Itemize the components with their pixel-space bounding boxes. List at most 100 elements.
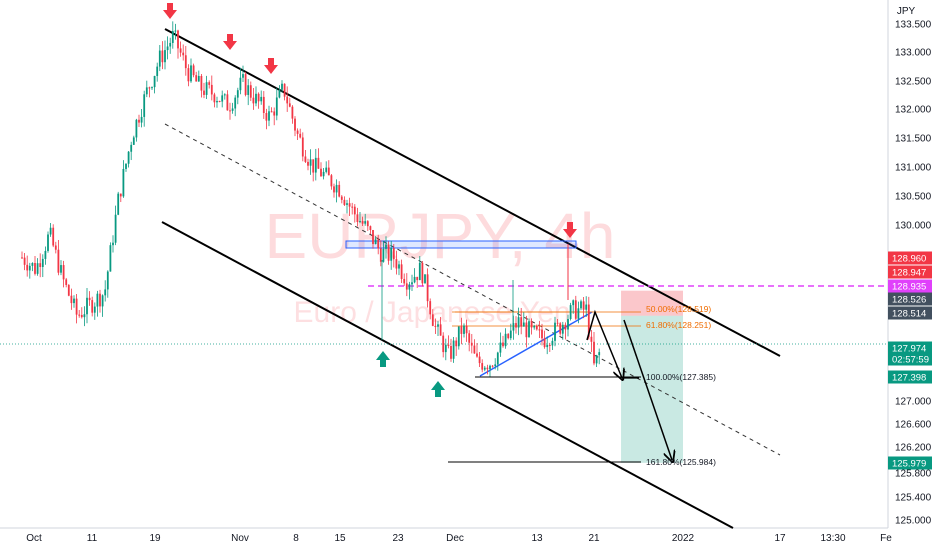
candle-body [309, 159, 312, 166]
y-tick-label: 126.600 [895, 420, 932, 431]
candle-body [252, 97, 255, 104]
candle-body [595, 355, 598, 364]
price-tag-label: 128.935 [892, 282, 926, 293]
candle-body [504, 333, 507, 347]
candle-body [91, 300, 94, 313]
channel-middle-line [164, 123, 781, 456]
stop-zone [621, 290, 683, 316]
y-tick-label: 127.000 [895, 397, 932, 408]
time-scale[interactable]: Oct 11 19 Nov 8 15 23 Dec 13 21 2022 17 13:30 Fe [0, 527, 892, 544]
arrow-head [563, 229, 577, 238]
candle-body [249, 85, 252, 98]
candle-body [28, 265, 31, 271]
candle-body [567, 319, 569, 330]
candle-body [424, 274, 426, 284]
candle-body [304, 156, 307, 162]
arrow-head [376, 351, 390, 360]
candle-body [171, 30, 174, 43]
analysis-lines[interactable] [0, 28, 888, 529]
candle-body [574, 300, 577, 319]
candle-body [117, 193, 120, 215]
candle-body [23, 257, 26, 265]
sell-arrow-icon [264, 58, 278, 74]
candle-body [104, 289, 107, 296]
x-tick-label: 11 [87, 533, 98, 544]
price-tag [888, 251, 932, 265]
candle-body [340, 196, 343, 200]
candle-body [275, 97, 278, 116]
y-tick-label: 132.500 [895, 77, 932, 88]
candle-body [283, 83, 286, 97]
y-tick-label: 125.400 [895, 493, 932, 504]
candle-body [268, 111, 270, 121]
candle-body [450, 346, 452, 359]
candle-body [512, 323, 515, 331]
candle-body [36, 263, 39, 274]
price-tag-label: 128.514 [892, 309, 926, 320]
candle-body [312, 159, 315, 173]
candle-body [442, 335, 445, 353]
candle-body [541, 329, 543, 339]
x-tick-label: Oct [26, 533, 42, 544]
candle-body [169, 42, 172, 47]
candle-body [494, 364, 497, 367]
candle-body [463, 325, 465, 334]
y-tick-label: 125.800 [895, 469, 932, 480]
price-scale[interactable]: JPY 133.500133.000132.500132.000131.5001… [887, 0, 932, 528]
candle-body [548, 344, 551, 346]
price-tag-label: 128.526 [892, 295, 926, 306]
candle-body [221, 95, 224, 102]
candle-body [476, 353, 478, 357]
y-tick-label: 125.000 [895, 516, 932, 527]
candle-body [88, 297, 91, 301]
candle-body [364, 221, 367, 224]
candle-body [515, 323, 517, 328]
watermark-symbol: EURJPY, 4h [265, 200, 616, 272]
x-tick-label: Nov [231, 533, 249, 544]
candle-body [192, 65, 195, 76]
candle-body [551, 340, 554, 346]
candle-body [26, 264, 29, 271]
candle-body [372, 229, 374, 245]
candle-body [138, 119, 140, 123]
y-tick-label: 132.000 [895, 105, 932, 116]
candle-body [491, 365, 494, 367]
candle-body [203, 90, 205, 95]
candle-body [187, 68, 190, 82]
y-tick-label: 126.200 [895, 443, 932, 454]
arrow-stem [268, 58, 274, 66]
candle-body [317, 157, 320, 169]
candle-body [184, 55, 187, 69]
candle-body [301, 137, 304, 157]
candle-body [377, 239, 380, 249]
candle-body [455, 340, 458, 347]
candle-body [405, 283, 408, 290]
price-tag [888, 341, 932, 366]
channel-upper-line [164, 28, 781, 357]
y-tick-label: 130.500 [895, 192, 932, 203]
x-tick-label: 17 [774, 533, 786, 544]
candle-body [112, 242, 114, 246]
candle-body [78, 314, 81, 316]
currency-label: JPY [897, 6, 916, 17]
price-tag [888, 456, 932, 470]
candle-body [229, 110, 231, 112]
projection-arrow-1 [586, 309, 622, 378]
candle-body [153, 76, 156, 88]
candle-body [161, 50, 164, 63]
candle-body [281, 83, 283, 90]
y-tick-label: 133.000 [895, 48, 932, 59]
candle-body [465, 325, 468, 334]
overlay-drawings[interactable] [586, 309, 672, 460]
candle-body [75, 298, 78, 315]
candle-body [413, 276, 416, 283]
candle-body [382, 248, 385, 262]
candle-body [80, 314, 83, 318]
candle-body [314, 157, 317, 173]
price-tag [888, 370, 932, 384]
x-tick-labels: Oct 11 19 Nov 8 15 23 Dec 13 21 2022 17 13:30 Fe [26, 533, 892, 544]
candle-body [125, 163, 127, 169]
candle-body [294, 118, 296, 131]
fib-level-label: 161.80%(125.984) [646, 457, 716, 467]
